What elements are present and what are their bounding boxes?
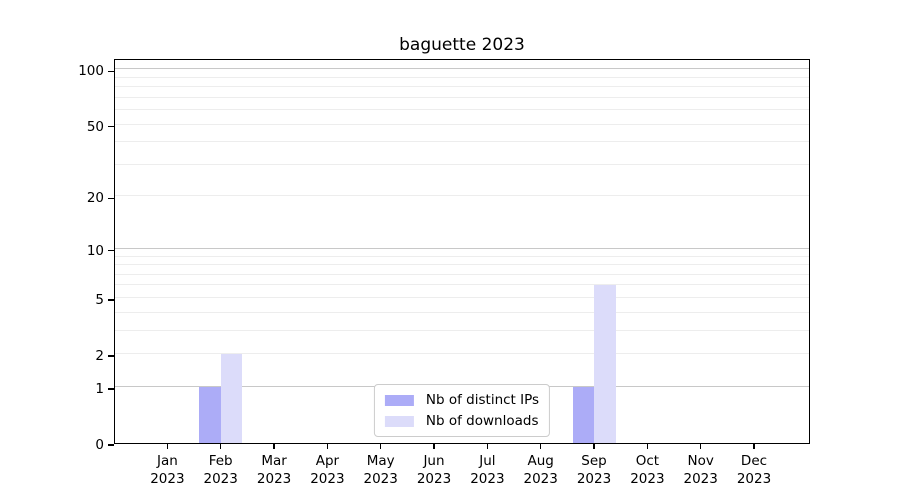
x-tick-dec-2023 xyxy=(753,443,755,449)
plot-area: 0 1 2 5 10 20 50 100 Jan 2023 Feb 2023 Mar 2023 Apr 202… xyxy=(78,59,810,487)
y-tick-label-1: 1 xyxy=(95,380,104,397)
gridline-minor-3 xyxy=(115,329,809,331)
x-tick-nov-2023 xyxy=(700,443,702,449)
legend-swatch-distinct-ips xyxy=(384,394,414,406)
gridline-minor-2 xyxy=(115,353,809,354)
y-tick-0 xyxy=(108,444,114,446)
gridline-minor-6 xyxy=(115,284,809,286)
y-tick-label-50: 50 xyxy=(86,118,104,135)
y-tick-5 xyxy=(108,299,114,301)
gridline-major-10 xyxy=(115,247,809,249)
x-tick-oct-2023 xyxy=(646,443,649,449)
y-tick-label-5: 5 xyxy=(95,291,104,308)
legend-entry-downloads: Nb of downloads xyxy=(384,413,539,429)
gridline-major-100 xyxy=(115,68,809,70)
x-tick-label-feb-2023: Feb 2023 xyxy=(203,453,238,487)
gridline-minor-40 xyxy=(115,141,809,143)
y-tick-label-10: 10 xyxy=(86,242,104,259)
x-tick-mar-2023 xyxy=(273,443,275,449)
y-tick-20 xyxy=(108,197,114,200)
y-tick-50 xyxy=(108,125,114,128)
x-tick-label-jan-2023: Jan 2023 xyxy=(150,453,185,487)
gridline-minor-9 xyxy=(115,255,809,257)
x-tick-label-dec-2023: Dec 2023 xyxy=(736,453,772,487)
bar-nb-of-distinct-ips-feb-2023 xyxy=(199,386,221,443)
gridline-minor-50 xyxy=(115,123,809,125)
x-tick-label-may-2023: May 2023 xyxy=(363,453,398,487)
x-tick-feb-2023 xyxy=(220,443,222,449)
x-tick-may-2023 xyxy=(380,443,382,449)
x-tick-label-jun-2023: Jun 2023 xyxy=(416,453,452,487)
x-tick-label-apr-2023: Apr 2023 xyxy=(310,453,345,487)
gridline-minor-90 xyxy=(115,76,809,78)
x-tick-label-sep-2023: Sep 2023 xyxy=(576,453,612,487)
gridline-minor-30 xyxy=(115,163,809,165)
y-tick-label-100: 100 xyxy=(78,63,104,80)
x-tick-jul-2023 xyxy=(486,443,489,449)
x-tick-label-mar-2023: Mar 2023 xyxy=(256,453,292,487)
gridline-minor-8 xyxy=(115,264,809,265)
bar-nb-of-downloads-sep-2023 xyxy=(594,285,616,443)
y-tick-10 xyxy=(108,250,114,252)
gridline-minor-60 xyxy=(115,109,809,111)
gridline-minor-20 xyxy=(115,195,809,197)
gridline-minor-7 xyxy=(115,273,809,275)
legend-label-downloads: Nb of downloads xyxy=(425,413,539,429)
y-tick-2 xyxy=(108,355,114,357)
y-tick-1 xyxy=(108,388,114,390)
x-tick-jun-2023 xyxy=(433,443,435,449)
x-tick-sep-2023 xyxy=(593,443,595,449)
x-tick-label-aug-2023: Aug 2023 xyxy=(523,453,558,487)
chart-title: baguette 2023 xyxy=(399,35,525,55)
x-tick-aug-2023 xyxy=(540,443,542,449)
y-tick-label-2: 2 xyxy=(95,348,104,364)
gridline-minor-70 xyxy=(115,96,809,98)
x-tick-apr-2023 xyxy=(326,443,329,449)
y-tick-label-20: 20 xyxy=(86,190,104,207)
x-tick-label-nov-2023: Nov 2023 xyxy=(683,453,718,487)
legend-entry-distinct-ips: Nb of distinct IPs xyxy=(384,392,540,408)
x-tick-label-jul-2023: Jul 2023 xyxy=(470,453,505,487)
bar-nb-of-distinct-ips-sep-2023 xyxy=(572,386,594,443)
y-tick-label-0: 0 xyxy=(95,437,104,453)
gridline-minor-5 xyxy=(115,296,809,298)
legend-swatch-downloads xyxy=(384,415,414,427)
gridline-minor-80 xyxy=(115,86,809,88)
legend: Nb of distinct IPs Nb of downloads xyxy=(373,384,551,437)
x-tick-label-oct-2023: Oct 2023 xyxy=(630,453,665,487)
x-tick-jan-2023 xyxy=(166,443,169,449)
bar-nb-of-downloads-feb-2023 xyxy=(220,354,243,443)
y-tick-100 xyxy=(108,70,114,72)
legend-label-distinct-ips: Nb of distinct IPs xyxy=(425,392,540,408)
gridline-minor-4 xyxy=(115,311,809,313)
